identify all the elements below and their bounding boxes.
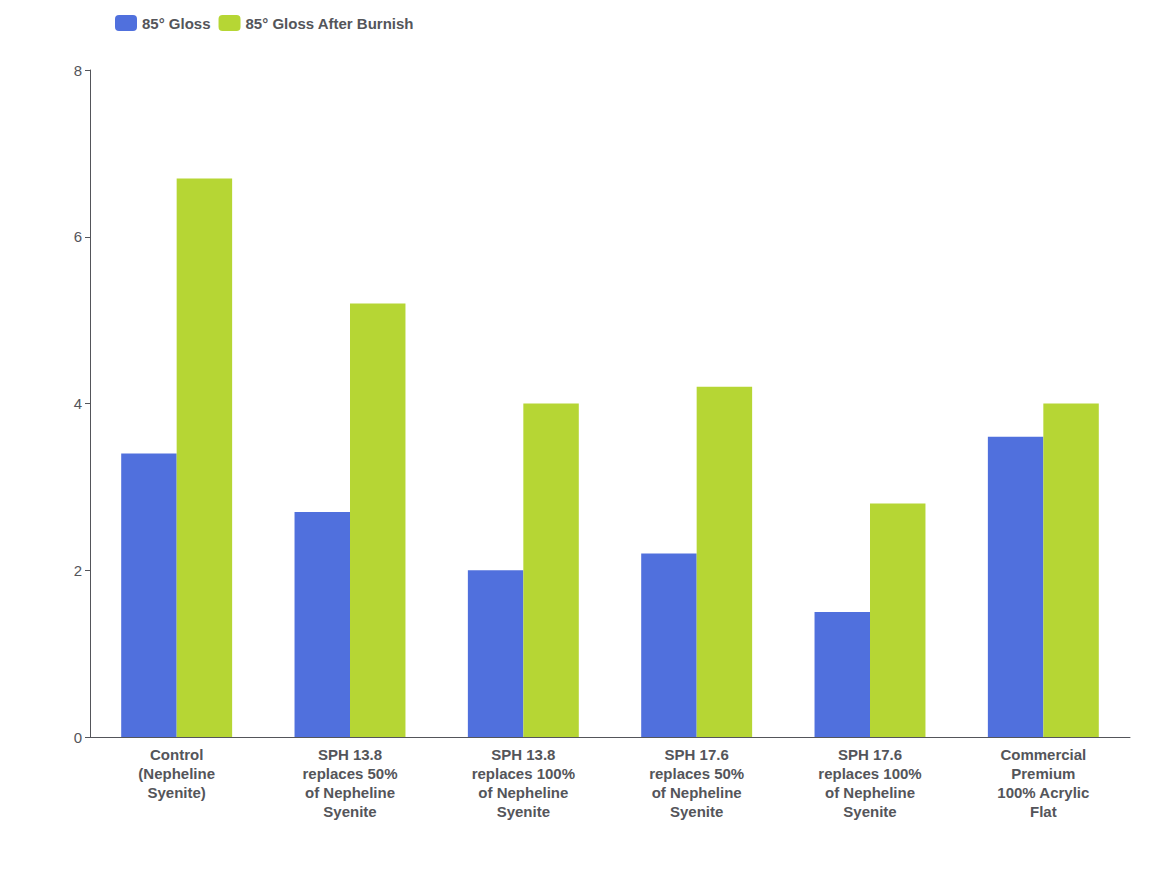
svg-text:replaces 50%: replaces 50% xyxy=(649,765,744,782)
svg-text:of Nepheline: of Nepheline xyxy=(478,784,568,801)
svg-text:Flat: Flat xyxy=(1030,803,1057,820)
svg-text:(Nepheline: (Nepheline xyxy=(138,765,215,782)
svg-text:4: 4 xyxy=(74,395,82,412)
svg-text:SPH 17.6: SPH 17.6 xyxy=(838,746,902,763)
svg-text:Premium: Premium xyxy=(1011,765,1075,782)
svg-text:of Nepheline: of Nepheline xyxy=(305,784,395,801)
svg-text:replaces 100%: replaces 100% xyxy=(472,765,575,782)
svg-text:Syenite): Syenite) xyxy=(147,784,205,801)
svg-text:Control: Control xyxy=(150,746,203,763)
svg-text:8: 8 xyxy=(74,62,82,79)
svg-text:SPH 13.8: SPH 13.8 xyxy=(491,746,555,763)
svg-text:Syenite: Syenite xyxy=(843,803,896,820)
svg-text:2: 2 xyxy=(74,562,82,579)
svg-text:0: 0 xyxy=(74,729,82,746)
svg-text:85° Gloss After Burnish: 85° Gloss After Burnish xyxy=(246,15,414,32)
svg-text:replaces 100%: replaces 100% xyxy=(818,765,921,782)
svg-text:of Nepheline: of Nepheline xyxy=(825,784,915,801)
svg-text:85° Gloss: 85° Gloss xyxy=(142,15,211,32)
svg-text:Syenite: Syenite xyxy=(670,803,723,820)
svg-text:100% Acrylic: 100% Acrylic xyxy=(997,784,1089,801)
svg-text:6: 6 xyxy=(74,228,82,245)
svg-text:Syenite: Syenite xyxy=(323,803,376,820)
svg-text:Syenite: Syenite xyxy=(497,803,550,820)
svg-text:Commercial: Commercial xyxy=(1000,746,1086,763)
svg-text:SPH 13.8: SPH 13.8 xyxy=(318,746,382,763)
svg-text:of Nepheline: of Nepheline xyxy=(652,784,742,801)
svg-text:replaces 50%: replaces 50% xyxy=(302,765,397,782)
svg-text:SPH 17.6: SPH 17.6 xyxy=(665,746,729,763)
